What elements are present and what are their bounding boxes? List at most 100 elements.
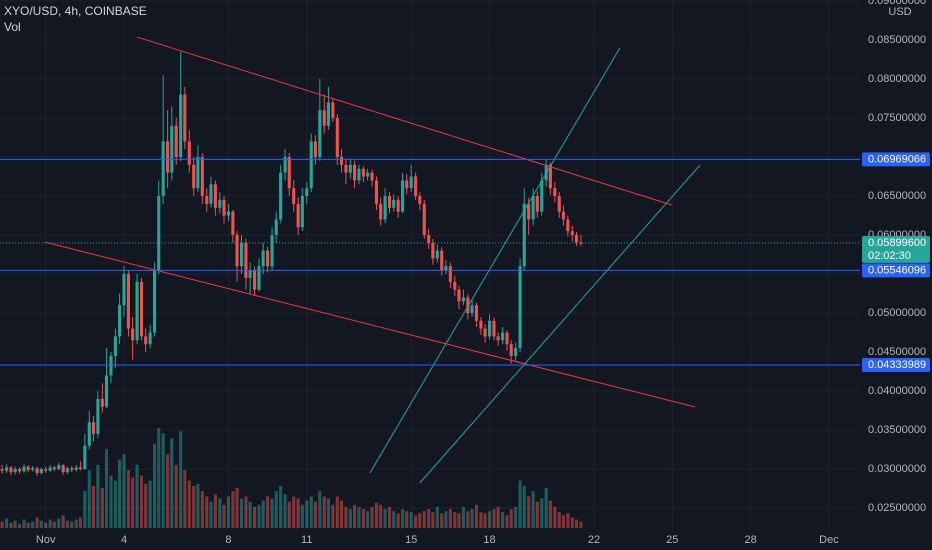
volume-bar <box>300 504 304 528</box>
candle-body <box>492 320 496 337</box>
volume-bar <box>553 506 557 528</box>
candle-body <box>205 196 209 204</box>
volume-bar <box>235 488 239 528</box>
candle-body <box>166 141 170 173</box>
candle-body <box>501 332 505 341</box>
candle-body <box>387 196 392 208</box>
candle-body <box>522 203 526 267</box>
volume-bar <box>200 491 204 528</box>
candle-body <box>557 196 561 212</box>
candle-body <box>418 196 422 204</box>
volume-bar <box>379 504 383 528</box>
volume-bar <box>466 511 470 528</box>
candle-body <box>374 180 379 204</box>
candle-body <box>313 141 317 158</box>
candle-body <box>514 348 518 356</box>
candle-body <box>414 176 418 197</box>
last-price-label: 0.05899600 <box>868 237 926 249</box>
candle-body <box>379 203 383 220</box>
price-axis: 0.02500000 0.03000000 0.03500000 0.04000000… <box>36 0 930 546</box>
volume-bar <box>326 498 330 528</box>
volume-bar <box>4 518 9 528</box>
candle-body <box>183 94 187 142</box>
volume-bar <box>357 506 361 528</box>
x-tick-label: 11 <box>301 534 312 546</box>
candle-body <box>348 164 352 173</box>
volume-bar <box>100 488 104 528</box>
volume-bar <box>0 521 4 528</box>
volume-bar <box>131 477 135 528</box>
candle-body <box>296 203 300 228</box>
level-label: 0.05546096 <box>868 264 926 276</box>
volume-bar <box>518 480 522 528</box>
volume-bar <box>83 491 87 528</box>
candle-body <box>196 157 200 189</box>
candle-body <box>470 305 474 314</box>
candle-body <box>435 250 439 259</box>
candle-body <box>566 219 570 232</box>
volume-bar <box>279 485 283 528</box>
candle-body <box>91 422 96 434</box>
candle-body <box>144 336 148 345</box>
candle-body <box>48 467 52 471</box>
candle-body <box>409 176 413 189</box>
volume-bar <box>187 480 191 528</box>
y-tick-label: 0.08500000 <box>868 34 926 46</box>
volume-bar <box>374 502 379 528</box>
candle-body <box>392 199 396 208</box>
candle-body <box>270 235 274 267</box>
candle-body <box>279 172 283 220</box>
volume-bar <box>409 512 413 528</box>
x-tick-label: 25 <box>666 534 678 546</box>
candle-body <box>226 211 230 216</box>
candle-body <box>344 164 348 173</box>
volume-bar <box>78 517 82 528</box>
candle-body <box>248 270 252 278</box>
volume-bar <box>427 509 431 528</box>
candle-body <box>483 328 487 337</box>
currency-box <box>884 4 916 18</box>
volume-bar <box>579 521 583 528</box>
volume-bar <box>387 506 392 528</box>
volume-bar <box>239 498 244 528</box>
level-label-box <box>862 357 930 372</box>
candle-body <box>553 188 557 197</box>
volume-label: Vol <box>4 20 21 34</box>
volume-bar <box>157 428 161 528</box>
candle-body <box>153 270 157 333</box>
candle-body <box>431 242 435 259</box>
candle-body <box>57 465 61 470</box>
volume-bar <box>274 491 278 528</box>
volume-bar <box>113 480 117 528</box>
volume-bar <box>183 470 187 528</box>
volume-bar <box>522 485 526 528</box>
volume-bar <box>9 522 13 528</box>
volume-bar <box>44 522 48 528</box>
candle-body <box>44 469 48 471</box>
candle-body <box>531 196 535 220</box>
candle-body <box>466 297 470 314</box>
volume-bar <box>18 523 22 528</box>
volume-bar <box>501 512 505 528</box>
volume-bar <box>509 509 513 528</box>
volume-bar <box>444 511 448 528</box>
candle-body <box>405 180 409 189</box>
volume-bar <box>487 511 492 528</box>
candle-body <box>383 196 387 220</box>
candle-body <box>266 250 270 267</box>
volume-bar <box>13 520 17 528</box>
candle-body <box>318 110 322 158</box>
candle-body <box>339 157 344 165</box>
volume-bar <box>483 513 487 528</box>
volume-bar <box>139 475 144 528</box>
candle-body <box>9 467 13 473</box>
volume-bar <box>514 506 518 528</box>
candle-body <box>440 250 444 271</box>
candle-body <box>396 199 400 212</box>
y-tick-label: 0.06500000 <box>868 190 926 202</box>
trendline <box>44 241 696 408</box>
trendline <box>419 164 701 484</box>
candle-body <box>113 336 117 356</box>
volume-bar <box>122 454 126 528</box>
